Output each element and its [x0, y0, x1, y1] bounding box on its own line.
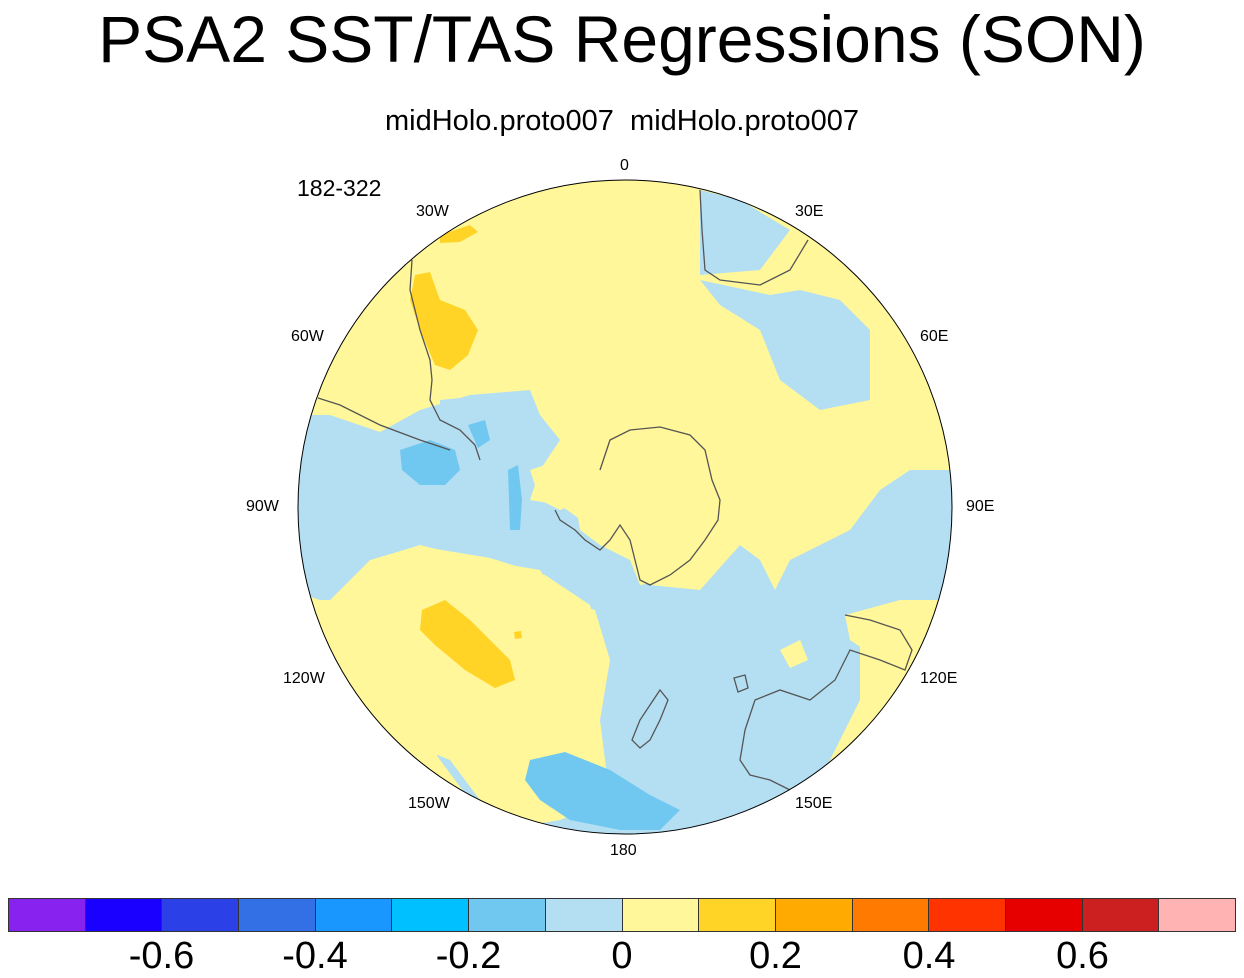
colorbar-box	[239, 899, 316, 931]
positive-region-antarctica	[575, 425, 720, 585]
small-island-coastline	[733, 674, 749, 693]
antarctica-coastline	[554, 426, 721, 586]
colorbar-box	[622, 899, 700, 931]
colorbar	[8, 898, 1236, 932]
colorbar-tick-label: 0.2	[749, 935, 802, 977]
colorbar-box	[315, 899, 393, 931]
colorbar-box	[545, 899, 623, 931]
map-border	[297, 179, 953, 835]
positive-region-pacific-sector	[530, 460, 590, 510]
colorbar-box	[775, 899, 853, 931]
longitude-label-180: 180	[610, 842, 637, 859]
positive-region-darker-4	[514, 631, 522, 639]
colorbar-tick-label: -0.4	[282, 935, 348, 977]
africa-coastline	[699, 189, 809, 286]
australia-coastline	[739, 614, 913, 791]
positive-region-indian-ocean	[845, 600, 920, 660]
longitude-label-30w: 30W	[416, 203, 449, 220]
negative-region-central	[440, 395, 545, 460]
colorbar-tick-label: -0.2	[435, 935, 502, 977]
negative-region-southeast-ocean	[770, 470, 952, 620]
colorbar-tick-label: 0	[611, 935, 633, 977]
colorbar-box	[929, 899, 1006, 931]
plot-title: PSA2 SST/TAS Regressions (SON)	[98, 2, 1146, 76]
negative-region-darker-2	[508, 465, 522, 530]
colorbar-box	[1005, 899, 1083, 931]
negative-region-east	[700, 190, 790, 275]
longitude-label-90w: 90W	[246, 498, 279, 515]
colorbar-tick-label: 0.6	[1056, 935, 1109, 977]
positive-region-darker-2	[440, 225, 478, 243]
longitude-label-60e: 60E	[920, 328, 949, 345]
positive-region-darker-3	[420, 600, 515, 688]
colorbar-box	[162, 899, 240, 931]
south-america-coastline	[409, 259, 481, 461]
colorbar-box	[1082, 899, 1160, 931]
plot-subtitle: midHolo.proto007 midHolo.proto007	[385, 105, 859, 137]
colorbar-box	[852, 899, 930, 931]
longitude-label-150e: 150E	[795, 795, 833, 812]
new-zealand-coastline	[631, 688, 669, 749]
longitude-label-120e: 120E	[920, 670, 958, 687]
colorbar-box	[9, 899, 86, 931]
negative-region-northeast	[700, 280, 870, 410]
positive-region-small-east	[780, 640, 808, 668]
positive-region-darker-1	[410, 272, 478, 370]
america-tip-coastline	[317, 397, 451, 451]
positive-region-south-pacific	[372, 548, 605, 725]
colorbar-box	[392, 899, 470, 931]
longitude-label-60w: 60W	[291, 328, 324, 345]
longitude-label-150w: 150W	[408, 795, 450, 812]
colorbar-box	[1159, 899, 1235, 931]
longitude-label-120w: 120W	[283, 670, 325, 687]
colorbar-box	[699, 899, 776, 931]
years-label: 182-322	[297, 175, 382, 201]
negative-region-darker-3	[468, 420, 490, 448]
colorbar-box	[85, 899, 163, 931]
longitude-label-30e: 30E	[795, 203, 824, 220]
negative-region-southwest-ocean	[298, 470, 520, 600]
longitude-label-0: 0	[620, 157, 629, 174]
colorbar-tick-label: -0.6	[128, 935, 195, 977]
negative-region-darker-1	[400, 440, 460, 485]
negative-region-darker-4	[525, 752, 680, 830]
colorbar-tick-label: 0.4	[902, 935, 956, 977]
coastlines	[317, 189, 913, 791]
longitude-label-90e: 90E	[966, 498, 995, 515]
map-field	[298, 180, 952, 834]
colorbar-box	[469, 899, 546, 931]
